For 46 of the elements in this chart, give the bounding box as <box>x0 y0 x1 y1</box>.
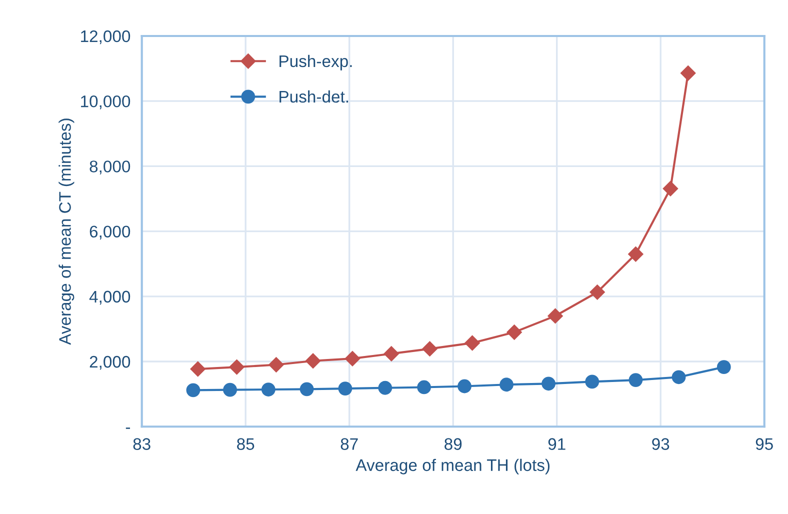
point <box>223 382 237 397</box>
point <box>378 380 392 395</box>
point <box>268 357 284 372</box>
point <box>261 382 276 396</box>
y-tick-label: - <box>126 428 130 429</box>
point <box>628 373 643 388</box>
point <box>229 359 244 375</box>
point <box>590 284 605 300</box>
point <box>422 341 438 356</box>
x-tick-label: 83 <box>133 438 150 450</box>
point <box>384 346 399 362</box>
point <box>190 361 206 377</box>
point <box>300 382 314 396</box>
point <box>338 382 352 396</box>
point <box>628 246 644 262</box>
point <box>458 379 472 394</box>
point <box>716 360 731 374</box>
point <box>305 353 321 368</box>
y-tick-label: 4,000 <box>89 290 130 305</box>
point <box>417 380 431 394</box>
point <box>464 335 480 351</box>
point <box>548 308 563 324</box>
y-tick-label: 2,000 <box>90 356 130 370</box>
point <box>186 383 200 398</box>
legend-label: Push-exp. <box>280 54 352 70</box>
x-tick-label: 87 <box>340 438 358 450</box>
point <box>585 374 600 389</box>
x-axis-title: Average of mean TH (lots) <box>356 458 550 474</box>
point <box>662 181 678 196</box>
point <box>506 324 522 340</box>
y-tick-label: 8,000 <box>90 160 130 174</box>
point <box>344 351 360 366</box>
legend-label: Push-det. <box>280 90 348 103</box>
x-tick-label: 93 <box>652 438 670 450</box>
y-tick-label: 10,000 <box>81 95 130 110</box>
x-tick-label: 91 <box>548 438 566 450</box>
x-tick-label: 89 <box>444 438 462 450</box>
point <box>500 378 514 392</box>
y-tick-label: 6,000 <box>90 226 130 240</box>
y-axis-title: Average of mean CT (minutes) <box>58 118 74 345</box>
point <box>542 376 556 391</box>
x-tick-label: 85 <box>237 438 254 450</box>
point <box>672 370 686 384</box>
point <box>680 66 696 81</box>
y-tick-label: 12,000 <box>81 30 130 44</box>
x-tick-label: 95 <box>756 438 773 450</box>
